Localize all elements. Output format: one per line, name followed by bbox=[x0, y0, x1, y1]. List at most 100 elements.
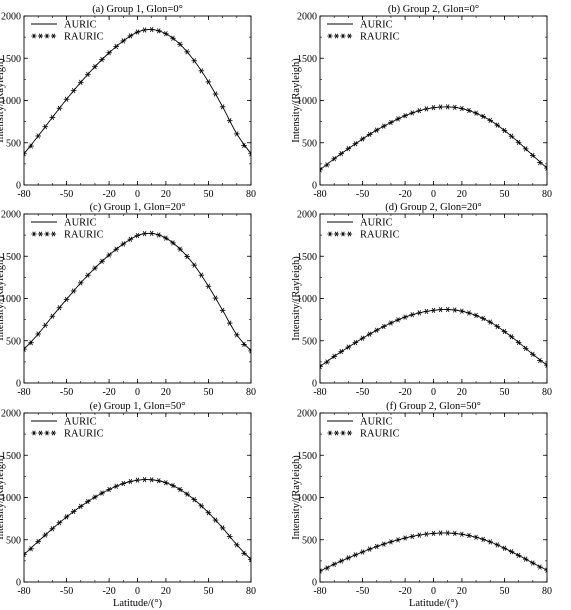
legend-entry-auric: AURIC bbox=[64, 417, 97, 428]
legend-marker bbox=[44, 231, 50, 237]
series-marker bbox=[219, 104, 226, 110]
series-marker bbox=[177, 41, 183, 47]
x-tick-label: -80 bbox=[313, 586, 326, 597]
marker-stroke bbox=[93, 64, 97, 70]
marker-stroke bbox=[249, 350, 251, 354]
marker-stroke bbox=[320, 570, 322, 574]
marker-stroke bbox=[495, 122, 500, 128]
legend-marker bbox=[31, 33, 37, 39]
marker-stroke bbox=[164, 235, 168, 241]
series-marker bbox=[359, 136, 366, 142]
marker-stroke bbox=[242, 142, 246, 149]
series-marker bbox=[63, 96, 70, 102]
marker-stroke bbox=[488, 539, 492, 545]
marker-stroke bbox=[488, 319, 492, 325]
series-marker bbox=[352, 339, 359, 346]
series-marker bbox=[430, 105, 437, 111]
marker-stroke bbox=[71, 508, 76, 515]
marker-stroke bbox=[360, 136, 365, 142]
legend-marker bbox=[346, 231, 353, 237]
marker-stroke bbox=[341, 33, 345, 39]
series-marker bbox=[508, 133, 515, 139]
marker-stroke bbox=[460, 531, 464, 537]
series-marker bbox=[248, 556, 251, 563]
marker-stroke bbox=[71, 288, 76, 294]
marker-stroke bbox=[431, 530, 436, 537]
x-axis-label: Latitude/(°) bbox=[409, 598, 459, 609]
series-marker bbox=[409, 312, 416, 318]
panel-title: (e) Group 1, Glon=50° bbox=[90, 401, 186, 412]
marker-stroke bbox=[431, 307, 436, 313]
marker-stroke bbox=[516, 552, 521, 559]
series-marker bbox=[56, 305, 63, 311]
marker-stroke bbox=[24, 553, 26, 558]
marker-stroke bbox=[79, 503, 83, 509]
x-tick-label: -80 bbox=[17, 586, 30, 597]
marker-stroke bbox=[29, 340, 33, 346]
marker-stroke bbox=[128, 33, 133, 39]
marker-stroke bbox=[545, 364, 547, 368]
x-tick-label: -50 bbox=[60, 387, 73, 398]
legend-swatch-asterisks bbox=[31, 430, 57, 436]
series-marker bbox=[544, 567, 547, 573]
x-tick-label: -20 bbox=[102, 387, 115, 398]
legend-entry-rauric: RAURIC bbox=[64, 32, 104, 43]
series-marker bbox=[191, 262, 198, 268]
series-marker bbox=[487, 117, 494, 123]
series-marker bbox=[70, 508, 77, 515]
x-tick-label: 80 bbox=[542, 189, 552, 200]
marker-stroke bbox=[57, 520, 62, 526]
marker-stroke bbox=[164, 480, 168, 486]
marker-stroke bbox=[474, 110, 478, 116]
marker-stroke bbox=[320, 365, 322, 370]
y-tick-label: 1500 bbox=[297, 252, 317, 263]
series-marker bbox=[466, 310, 472, 316]
series-marker bbox=[234, 131, 240, 137]
marker-stroke bbox=[545, 569, 547, 573]
series-marker bbox=[381, 123, 387, 129]
x-tick-label: 20 bbox=[457, 189, 467, 200]
plot-frame bbox=[23, 412, 252, 583]
series-marker bbox=[388, 119, 394, 126]
panel-title: (d) Group 2, Glon=20° bbox=[385, 202, 481, 213]
series-marker bbox=[248, 151, 251, 157]
legend-marker bbox=[37, 430, 44, 436]
marker-stroke bbox=[334, 231, 339, 237]
series-markers-rauric bbox=[320, 306, 547, 370]
marker-stroke bbox=[157, 28, 161, 34]
series-marker bbox=[480, 536, 486, 542]
marker-stroke bbox=[438, 104, 443, 110]
y-tick-label: 500 bbox=[302, 336, 317, 347]
marker-stroke bbox=[121, 480, 126, 487]
y-axis-label: Intensity/(Rayleigh) bbox=[291, 256, 302, 341]
series-marker bbox=[99, 56, 105, 63]
marker-stroke bbox=[325, 565, 329, 571]
marker-stroke bbox=[199, 503, 204, 509]
series-marker bbox=[234, 332, 240, 338]
marker-stroke bbox=[220, 525, 225, 531]
series-marker bbox=[423, 531, 430, 537]
chart-panel-c: -80 -50 -20 0 20 50 80 0 500 1000 1500 2000 (c) Grou… bbox=[0, 202, 256, 398]
series-marker bbox=[28, 546, 34, 552]
x-tick-label: 50 bbox=[203, 189, 213, 200]
marker-stroke bbox=[36, 538, 40, 545]
series-marker bbox=[42, 124, 49, 130]
series-marker bbox=[134, 232, 141, 239]
marker-stroke bbox=[474, 534, 478, 540]
series-marker bbox=[359, 335, 366, 341]
legend-marker bbox=[327, 33, 333, 39]
marker-stroke bbox=[45, 430, 49, 436]
marker-stroke bbox=[249, 152, 251, 157]
series-marker bbox=[141, 231, 148, 237]
legend-marker bbox=[50, 231, 57, 237]
marker-stroke bbox=[185, 491, 189, 497]
marker-stroke bbox=[235, 332, 239, 338]
series-markers-rauric bbox=[320, 104, 547, 173]
series-marker bbox=[184, 253, 190, 260]
marker-stroke bbox=[320, 568, 322, 572]
marker-stroke bbox=[235, 542, 239, 548]
y-tick-label: 0 bbox=[16, 379, 21, 390]
marker-stroke bbox=[481, 536, 485, 542]
series-marker bbox=[466, 532, 472, 539]
y-tick-label: 500 bbox=[302, 535, 317, 546]
